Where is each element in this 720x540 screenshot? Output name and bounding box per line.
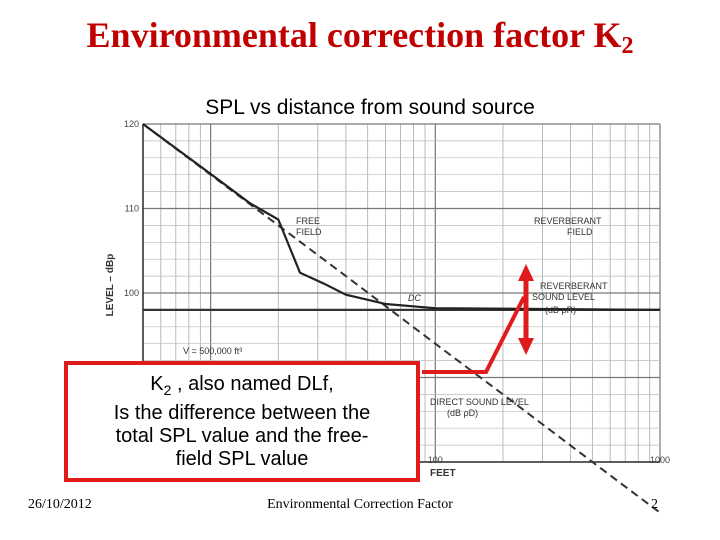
slide-title-main: Environmental correction factor K — [86, 15, 622, 55]
free-field-label-1: FREE — [296, 216, 320, 226]
callout-k-sub: 2 — [163, 382, 172, 398]
reverberant-level-label-3: (dB ρR) — [545, 305, 576, 315]
x-axis-label: FEET — [430, 468, 456, 479]
callout-k: K — [150, 373, 164, 395]
critical-distance-label: DC — [408, 293, 421, 303]
reverberant-field-label-1: REVERBERANT — [534, 216, 602, 226]
y-tick-label: 100 — [124, 288, 139, 298]
k2-markers — [422, 264, 534, 374]
y-tick-label: 110 — [125, 204, 139, 214]
callout-line-4: field SPL value — [175, 448, 309, 470]
x-tick-label: 1000 — [650, 455, 670, 465]
k2-arrow-up — [518, 264, 534, 281]
free-field-label-2: FIELD — [296, 227, 322, 237]
slide-title-subscript: 2 — [621, 33, 634, 59]
x-tick-label: 100 — [428, 455, 443, 465]
chart-series — [142, 123, 661, 514]
k2-arrow-down — [518, 338, 534, 355]
callout-line-1-rest: , also named DLf, — [171, 373, 334, 395]
callout-line-1: K2 , also named DLf, — [68, 373, 416, 402]
footer-date: 26/10/2012 — [28, 497, 92, 512]
direct-level-label-2: (dB ρD) — [447, 408, 478, 418]
y-tick-label: 120 — [124, 119, 139, 129]
k2-callout-box: K2 , also named DLf, Is the difference b… — [64, 361, 420, 482]
reverberant-field-label-2: FIELD — [567, 227, 593, 237]
callout-line-3: total SPL value and the free- — [115, 425, 369, 447]
y-axis-label: LEVEL – dBp — [105, 254, 116, 317]
footer-title: Environmental Correction Factor — [267, 497, 453, 512]
direct-level-label-1: DIRECT SOUND LEVEL — [430, 397, 529, 407]
volume-label: V = 500,000 ft³ — [183, 346, 242, 356]
chart-title: SPL vs distance from sound source — [205, 96, 535, 119]
chart-annotations: FREE FIELD REVERBERANT FIELD REVERBERANT… — [183, 216, 608, 418]
reverberant-level-label-1: REVERBERANT — [540, 281, 608, 291]
page-number: 2 — [651, 497, 658, 512]
slide-title: Environmental correction factor K2 — [0, 14, 720, 59]
total-spl-curve — [142, 123, 661, 311]
callout-pointer-line — [422, 296, 526, 374]
callout-line-2: Is the difference between the — [113, 402, 371, 424]
reverberant-level-label-2: SOUND LEVEL — [532, 292, 595, 302]
